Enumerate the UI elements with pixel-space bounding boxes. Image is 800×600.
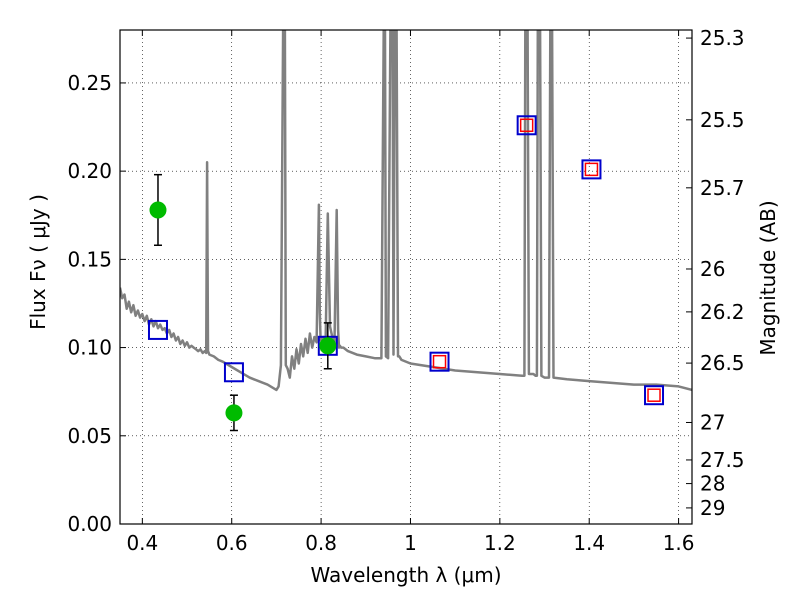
blue-square xyxy=(581,159,602,180)
right-tick-label: 27 xyxy=(700,410,725,434)
right-tick-label: 26.2 xyxy=(700,300,745,324)
y-tick-label: 0.15 xyxy=(67,247,112,271)
blue-square xyxy=(429,351,450,372)
right-tick-label: 25.7 xyxy=(700,176,745,200)
right-tick-label: 26.5 xyxy=(700,351,745,375)
blue-square xyxy=(147,319,168,340)
y-tick-label: 0.05 xyxy=(67,424,112,448)
y-axis-label: Flux Fν ( μJy ) xyxy=(26,194,50,330)
right-tick-label: 25.3 xyxy=(700,26,745,50)
right-tick-label: 26 xyxy=(700,257,725,281)
x-tick-label: 1.4 xyxy=(573,531,605,555)
model-spectrum xyxy=(120,30,692,392)
right-tick-label: 28 xyxy=(700,472,725,496)
x-tick-label: 1.2 xyxy=(484,531,516,555)
x-tick-label: 0.4 xyxy=(126,531,158,555)
spectrum-line xyxy=(120,30,692,392)
red-square xyxy=(519,118,534,133)
x-tick-label: 1.6 xyxy=(663,531,695,555)
y-axis-label-right: Magnitude (AB) xyxy=(756,200,780,355)
red-square xyxy=(432,354,447,369)
blue-square xyxy=(644,385,665,406)
x-tick-label: 1 xyxy=(404,531,417,555)
right-tick-label: 25.5 xyxy=(700,108,745,132)
right-tick-label: 27.5 xyxy=(700,448,745,472)
data-markers xyxy=(147,115,665,432)
blue-square xyxy=(516,115,537,136)
x-tick-label: 0.8 xyxy=(305,531,337,555)
x-tick-label: 0.6 xyxy=(216,531,248,555)
blue-square xyxy=(223,362,244,383)
red-square xyxy=(647,388,661,402)
green-point xyxy=(225,404,243,422)
y-tick-label: 0.25 xyxy=(67,71,112,95)
y-tick-label: 0.10 xyxy=(67,336,112,360)
y-tick-label: 0.20 xyxy=(67,159,112,183)
axis-ticks: 0.4 0.6 0.8 1 1.2 1.4 1.6 0.00 0.05 0.10 0.15 0.20 0… xyxy=(67,26,744,555)
green-point xyxy=(319,337,337,355)
plot-frame xyxy=(119,29,693,525)
y-tick-label: 0.00 xyxy=(67,512,112,536)
x-axis-label: Wavelength λ (μm) xyxy=(310,563,501,587)
right-tick-label: 29 xyxy=(700,496,725,520)
green-point xyxy=(149,201,167,219)
red-square xyxy=(584,162,599,177)
